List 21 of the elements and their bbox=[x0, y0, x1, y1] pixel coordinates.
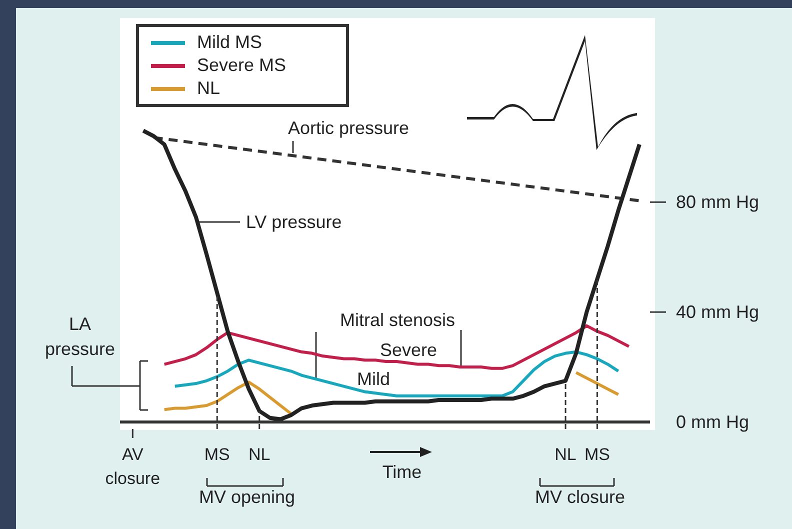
text: LA pressure bbox=[44, 314, 116, 359]
y-tick-label: 40 mm Hg bbox=[676, 302, 760, 322]
text: MV opening bbox=[198, 487, 296, 507]
x-tick-label: MS bbox=[584, 445, 610, 464]
text: MV closure bbox=[534, 487, 626, 507]
annotation: Mild bbox=[357, 369, 390, 389]
x-tick-label: NL bbox=[248, 445, 270, 464]
x-tick-label: AV closure bbox=[105, 445, 160, 488]
y-tick-label: 80 mm Hg bbox=[676, 192, 760, 212]
legend-label: Mild MS bbox=[197, 31, 262, 54]
annotation: LV pressure bbox=[246, 212, 342, 232]
x-tick-label: NL bbox=[554, 445, 576, 464]
legend-label: NL bbox=[197, 77, 220, 100]
x-tick-label: MS bbox=[204, 445, 230, 464]
text: Time bbox=[382, 462, 422, 482]
annotation: Severe bbox=[380, 340, 438, 360]
y-tick-label: 0 mm Hg bbox=[676, 412, 750, 432]
annotation: Aortic pressure bbox=[288, 118, 410, 138]
legend-label: Severe MS bbox=[197, 54, 286, 77]
annotation: Mitral stenosis bbox=[340, 310, 456, 330]
line-series bbox=[152, 136, 641, 202]
